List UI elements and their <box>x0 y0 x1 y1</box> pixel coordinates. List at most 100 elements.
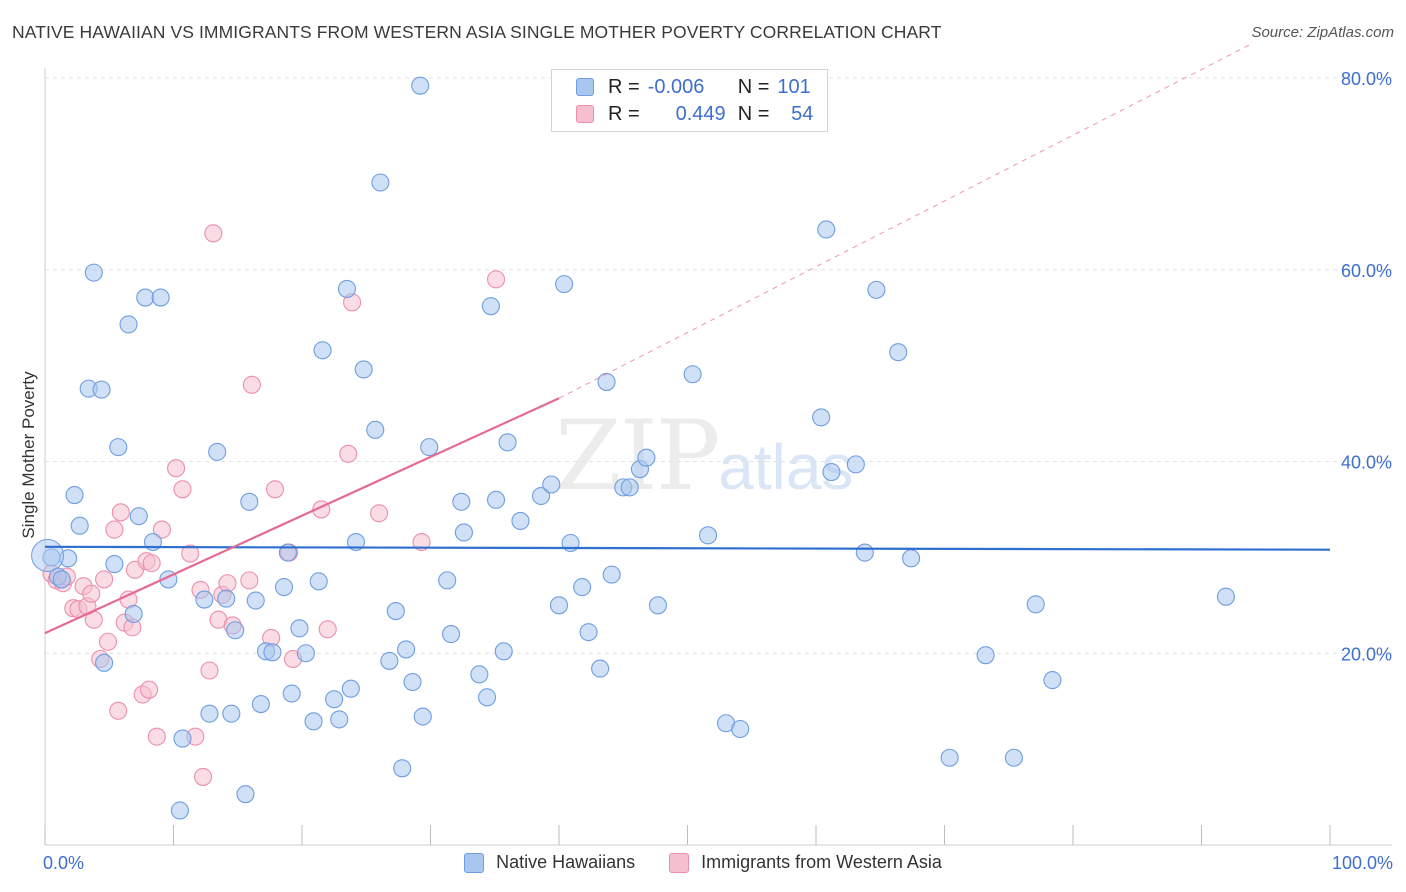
bottom-legend-western-asia[interactable]: Immigrants from Western Asia <box>669 852 942 873</box>
data-point-western-asia <box>82 584 101 603</box>
data-point-native-hawaiians <box>470 665 489 684</box>
data-point-native-hawaiians <box>940 748 959 767</box>
axis-labels: 20.0% 40.0% 60.0% 80.0% 0.0% 100.0% Single Mot… <box>19 69 1393 873</box>
data-point-western-asia <box>318 620 337 639</box>
data-point-western-asia <box>218 574 237 593</box>
legend-row-native-hawaiians: R = -0.006 N = 101 <box>576 75 811 99</box>
data-point-native-hawaiians <box>366 420 385 439</box>
data-point-native-hawaiians <box>274 578 294 597</box>
legend-row-western-asia: R = 0.449 N = 54 <box>576 102 813 126</box>
data-point-native-hawaiians <box>442 625 461 644</box>
data-point-native-hawaiians <box>70 516 89 535</box>
axes <box>44 68 1392 846</box>
legend-n-value: 101 <box>777 75 811 98</box>
pink-swatch <box>576 105 594 123</box>
data-point-native-hawaiians <box>371 173 390 192</box>
data-point-native-hawaiians <box>477 688 497 707</box>
data-point-western-asia <box>242 375 261 394</box>
y-axis-title: Single Mother Poverty <box>19 371 38 539</box>
data-point-native-hawaiians <box>817 220 836 239</box>
data-point-native-hawaiians <box>549 596 569 615</box>
data-point-native-hawaiians <box>226 621 245 640</box>
chart-title: NATIVE HAWAIIAN VS IMMIGRANTS FROM WESTE… <box>12 22 942 42</box>
data-point-native-hawaiians <box>65 486 84 505</box>
data-point-western-asia <box>98 632 118 651</box>
data-point-native-hawaiians <box>683 365 702 384</box>
legend-r-label: R = <box>608 75 640 98</box>
data-point-native-hawaiians <box>889 343 908 362</box>
data-point-native-hawaiians <box>822 462 841 482</box>
legend-n-label: N = <box>737 75 770 98</box>
y-tick-label: 60.0% <box>1341 261 1392 281</box>
data-point-native-hawaiians <box>1004 748 1023 767</box>
blue-swatch <box>576 78 594 96</box>
data-point-western-asia <box>111 503 130 522</box>
data-point-native-hawaiians <box>812 408 831 427</box>
source-label: Source: ZipAtlas.com <box>1251 24 1394 41</box>
data-point-native-hawaiians <box>1043 671 1062 690</box>
data-point-native-hawaiians-large <box>31 538 65 572</box>
bottom-legend-label: Immigrants from Western Asia <box>701 852 942 872</box>
data-point-native-hawaiians <box>597 372 616 391</box>
data-point-native-hawaiians <box>52 570 71 589</box>
data-point-native-hawaiians <box>313 341 332 360</box>
data-point-native-hawaiians <box>494 642 513 661</box>
data-point-native-hawaiians <box>1026 595 1045 614</box>
legend-r-value: 0.449 <box>675 102 726 125</box>
data-point-native-hawaiians <box>251 695 270 714</box>
data-point-western-asia <box>105 520 124 539</box>
data-point-western-asia <box>240 571 259 590</box>
data-point-native-hawaiians <box>119 315 138 334</box>
data-point-native-hawaiians <box>354 360 373 379</box>
data-point-western-asia <box>204 224 223 243</box>
data-point-native-hawaiians <box>637 448 656 467</box>
data-point-western-asia <box>152 520 171 539</box>
legend-n-value: 54 <box>791 102 814 125</box>
stats-legend: R = -0.006 N = 101 R = 0.449 N = 54 <box>551 69 828 132</box>
data-point-native-hawaiians <box>846 455 865 474</box>
bottom-legend: Native Hawaiians Immigrants from Western… <box>0 852 1406 873</box>
data-point-native-hawaiians <box>902 549 921 568</box>
data-point-native-hawaiians <box>454 523 473 542</box>
data-point-western-asia <box>339 444 358 463</box>
data-point-native-hawaiians <box>208 442 227 461</box>
data-point-native-hawaiians <box>397 640 416 659</box>
data-point-native-hawaiians <box>699 526 718 545</box>
data-point-native-hawaiians <box>1216 587 1235 606</box>
data-point-western-asia <box>173 480 192 499</box>
data-point-native-hawaiians <box>531 486 551 506</box>
series-western-asia-points <box>42 224 506 786</box>
data-point-native-hawaiians <box>95 653 114 672</box>
legend-n-label: N = <box>737 102 770 125</box>
data-point-native-hawaiians <box>337 279 357 298</box>
data-point-native-hawaiians <box>170 801 189 820</box>
data-point-native-hawaiians <box>346 532 366 552</box>
data-point-native-hawaiians <box>438 571 457 590</box>
data-point-native-hawaiians <box>200 704 219 723</box>
data-point-native-hawaiians <box>124 604 143 623</box>
bottom-legend-native-hawaiians[interactable]: Native Hawaiians <box>464 852 635 873</box>
data-point-native-hawaiians <box>393 759 412 778</box>
y-tick-label: 20.0% <box>1341 644 1392 664</box>
data-point-native-hawaiians <box>195 590 214 609</box>
data-point-native-hawaiians <box>579 623 598 642</box>
data-point-native-hawaiians <box>341 679 360 698</box>
data-point-native-hawaiians <box>602 565 621 584</box>
data-point-native-hawaiians <box>236 785 255 804</box>
x-tick-label: 100.0% <box>1332 853 1393 873</box>
data-point-western-asia <box>140 680 159 699</box>
data-point-native-hawaiians <box>486 490 506 509</box>
data-point-native-hawaiians <box>620 478 639 497</box>
data-point-native-hawaiians <box>452 492 471 511</box>
data-point-western-asia <box>142 554 161 573</box>
data-point-native-hawaiians <box>173 729 192 748</box>
data-point-native-hawaiians <box>304 712 323 731</box>
data-point-western-asia <box>95 570 114 589</box>
data-point-native-hawaiians <box>136 288 155 307</box>
data-point-native-hawaiians <box>296 644 315 663</box>
data-point-native-hawaiians <box>330 710 349 729</box>
data-point-native-hawaiians <box>867 280 886 299</box>
data-point-native-hawaiians <box>386 602 405 621</box>
data-point-native-hawaiians <box>511 511 530 530</box>
blue-swatch <box>464 852 485 873</box>
